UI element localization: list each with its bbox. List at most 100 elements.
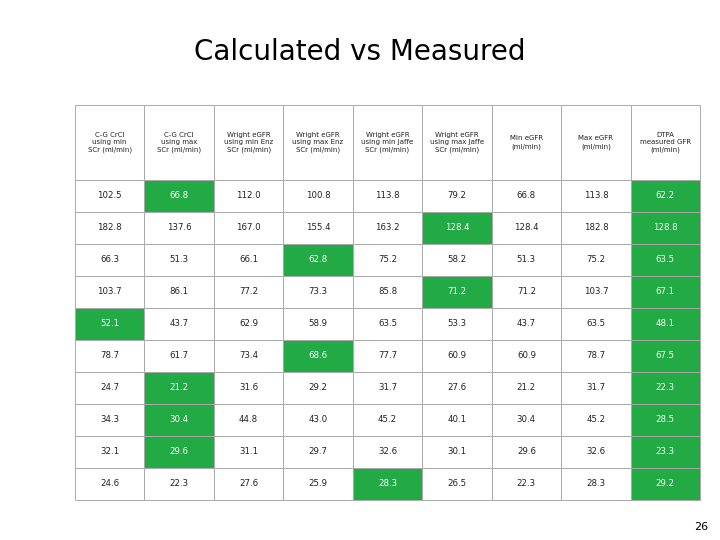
Text: 182.8: 182.8 bbox=[97, 224, 122, 233]
Bar bbox=[561, 308, 631, 340]
Bar bbox=[145, 372, 214, 404]
Text: 73.4: 73.4 bbox=[239, 352, 258, 361]
Bar bbox=[75, 372, 145, 404]
Bar bbox=[353, 404, 422, 436]
Bar bbox=[284, 244, 353, 276]
Text: C-G CrCl
using min
SCr (ml/min): C-G CrCl using min SCr (ml/min) bbox=[88, 132, 132, 153]
Bar bbox=[353, 372, 422, 404]
Text: 102.5: 102.5 bbox=[97, 192, 122, 200]
Text: Wright eGFR
using max Jaffe
SCr (ml/min): Wright eGFR using max Jaffe SCr (ml/min) bbox=[430, 132, 484, 153]
Bar bbox=[214, 372, 284, 404]
Bar bbox=[492, 340, 561, 372]
Text: 52.1: 52.1 bbox=[100, 320, 120, 328]
Bar bbox=[422, 340, 492, 372]
Bar bbox=[284, 340, 353, 372]
Bar bbox=[214, 436, 284, 468]
Bar bbox=[492, 180, 561, 212]
Bar bbox=[492, 212, 561, 244]
Text: 32.6: 32.6 bbox=[378, 448, 397, 456]
Bar bbox=[492, 468, 561, 500]
Text: 43.7: 43.7 bbox=[170, 320, 189, 328]
Text: 71.2: 71.2 bbox=[447, 287, 467, 296]
Text: 67.1: 67.1 bbox=[656, 287, 675, 296]
Bar bbox=[214, 340, 284, 372]
Bar bbox=[75, 276, 145, 308]
Bar bbox=[284, 468, 353, 500]
Bar bbox=[214, 468, 284, 500]
Bar bbox=[492, 244, 561, 276]
Bar bbox=[145, 105, 214, 180]
Text: 30.4: 30.4 bbox=[517, 415, 536, 424]
Text: 29.7: 29.7 bbox=[309, 448, 328, 456]
Text: 66.8: 66.8 bbox=[517, 192, 536, 200]
Bar bbox=[631, 468, 700, 500]
Text: 128.4: 128.4 bbox=[445, 224, 469, 233]
Bar bbox=[561, 372, 631, 404]
Bar bbox=[422, 276, 492, 308]
Bar bbox=[631, 180, 700, 212]
Text: 182.8: 182.8 bbox=[583, 224, 608, 233]
Bar bbox=[145, 276, 214, 308]
Text: 22.3: 22.3 bbox=[656, 383, 675, 393]
Bar bbox=[631, 372, 700, 404]
Bar bbox=[561, 180, 631, 212]
Text: 128.4: 128.4 bbox=[514, 224, 539, 233]
Text: 22.3: 22.3 bbox=[170, 480, 189, 489]
Bar bbox=[422, 436, 492, 468]
Bar bbox=[214, 404, 284, 436]
Text: 28.5: 28.5 bbox=[656, 415, 675, 424]
Bar bbox=[492, 308, 561, 340]
Bar bbox=[353, 244, 422, 276]
Text: 31.7: 31.7 bbox=[378, 383, 397, 393]
Bar bbox=[422, 404, 492, 436]
Bar bbox=[561, 468, 631, 500]
Text: 29.6: 29.6 bbox=[170, 448, 189, 456]
Bar bbox=[422, 180, 492, 212]
Text: 32.6: 32.6 bbox=[586, 448, 606, 456]
Bar bbox=[353, 180, 422, 212]
Bar bbox=[284, 180, 353, 212]
Bar bbox=[145, 212, 214, 244]
Bar bbox=[214, 105, 284, 180]
Text: 75.2: 75.2 bbox=[586, 255, 606, 265]
Text: 27.6: 27.6 bbox=[447, 383, 467, 393]
Bar bbox=[631, 244, 700, 276]
Text: 63.5: 63.5 bbox=[378, 320, 397, 328]
Bar bbox=[492, 372, 561, 404]
Bar bbox=[353, 212, 422, 244]
Text: 29.6: 29.6 bbox=[517, 448, 536, 456]
Text: 30.4: 30.4 bbox=[170, 415, 189, 424]
Text: 163.2: 163.2 bbox=[375, 224, 400, 233]
Bar bbox=[75, 436, 145, 468]
Text: 34.3: 34.3 bbox=[100, 415, 120, 424]
Text: Min eGFR
(ml/min): Min eGFR (ml/min) bbox=[510, 136, 543, 150]
Text: 86.1: 86.1 bbox=[170, 287, 189, 296]
Text: 85.8: 85.8 bbox=[378, 287, 397, 296]
Text: 31.6: 31.6 bbox=[239, 383, 258, 393]
Text: 112.0: 112.0 bbox=[236, 192, 261, 200]
Text: 78.7: 78.7 bbox=[100, 352, 120, 361]
Bar bbox=[284, 404, 353, 436]
Text: 29.2: 29.2 bbox=[309, 383, 328, 393]
Bar bbox=[145, 404, 214, 436]
Text: 113.8: 113.8 bbox=[375, 192, 400, 200]
Text: 66.3: 66.3 bbox=[100, 255, 120, 265]
Text: 26: 26 bbox=[694, 522, 708, 532]
Bar bbox=[145, 180, 214, 212]
Text: 24.6: 24.6 bbox=[100, 480, 120, 489]
Text: 26.5: 26.5 bbox=[447, 480, 467, 489]
Text: 100.8: 100.8 bbox=[306, 192, 330, 200]
Text: 103.7: 103.7 bbox=[583, 287, 608, 296]
Bar bbox=[631, 276, 700, 308]
Text: 79.2: 79.2 bbox=[447, 192, 467, 200]
Bar bbox=[75, 468, 145, 500]
Bar bbox=[214, 180, 284, 212]
Bar bbox=[145, 308, 214, 340]
Bar bbox=[353, 105, 422, 180]
Text: Max eGFR
(ml/min): Max eGFR (ml/min) bbox=[578, 136, 613, 150]
Bar bbox=[561, 340, 631, 372]
Bar bbox=[75, 180, 145, 212]
Bar bbox=[284, 105, 353, 180]
Text: 44.8: 44.8 bbox=[239, 415, 258, 424]
Text: 62.9: 62.9 bbox=[239, 320, 258, 328]
